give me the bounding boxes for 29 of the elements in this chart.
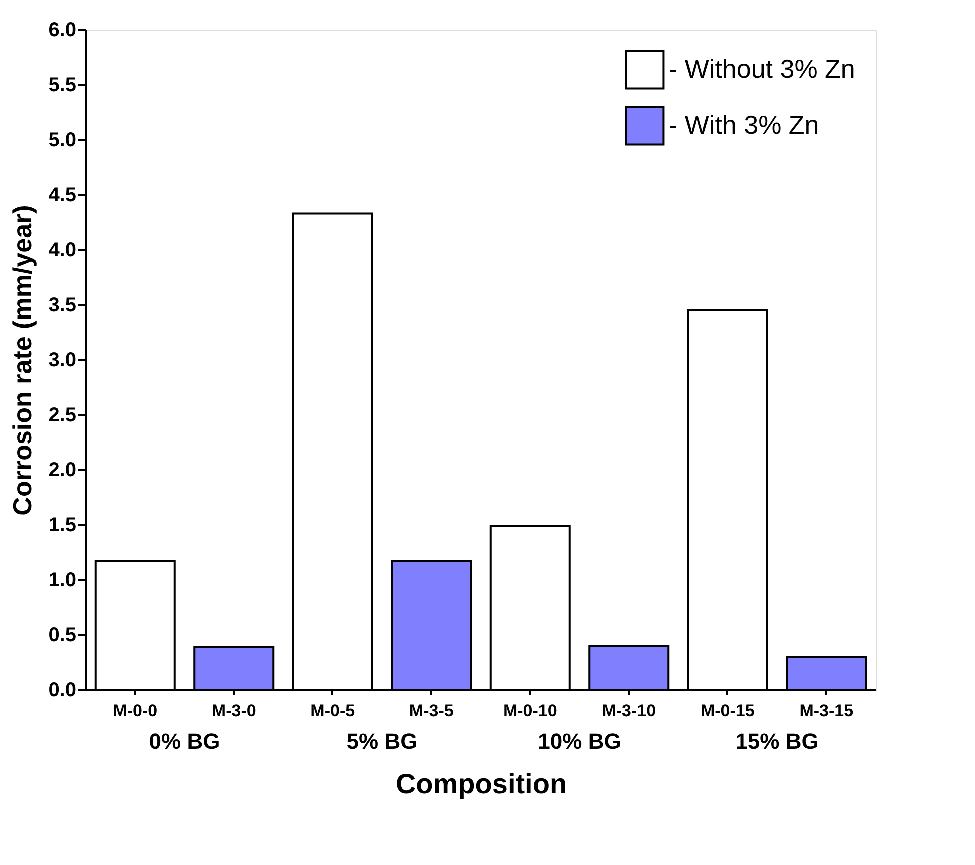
y-tick-label: 3.0	[48, 350, 76, 372]
y-tick-label: 1.0	[48, 570, 76, 592]
y-tick-label: 2.5	[48, 404, 76, 426]
x-tick-label: M-0-10	[503, 702, 558, 720]
x-tick-label: M-3-15	[800, 702, 854, 720]
text: 5% BG	[346, 729, 418, 754]
y-tick-label: 0.5	[48, 624, 76, 646]
legend-label: - Without 3% Zn	[669, 54, 856, 84]
text: 10% BG	[538, 729, 622, 754]
x-tick-label: M-3-0	[212, 702, 256, 720]
x-tick-label: M-0-0	[113, 702, 158, 720]
y-tick-label: 1.5	[48, 514, 76, 536]
x-axis-title: Composition	[396, 768, 568, 800]
text: 15% BG	[736, 729, 819, 754]
text: 0% BG	[149, 729, 220, 754]
y-tick-label: 6.0	[48, 20, 76, 42]
y-tick-label: 5.0	[48, 130, 76, 152]
y-tick-label: 4.5	[48, 184, 76, 206]
y-tick-label: 0.0	[48, 680, 76, 702]
y-axis-title: Corrosion rate (mm/year)	[8, 205, 38, 516]
y-tick-label: 3.5	[48, 294, 76, 316]
y-tick-label: 5.5	[48, 74, 76, 96]
y-tick-label: 2.0	[48, 460, 76, 482]
x-tick-label: M-0-5	[310, 702, 356, 720]
legend-label: - With 3% Zn	[669, 110, 820, 140]
x-tick-label: M-0-15	[700, 702, 755, 720]
x-tick-label: M-3-10	[602, 702, 656, 720]
y-tick-label: 4.0	[48, 240, 76, 262]
x-tick-label: M-3-5	[409, 702, 454, 720]
